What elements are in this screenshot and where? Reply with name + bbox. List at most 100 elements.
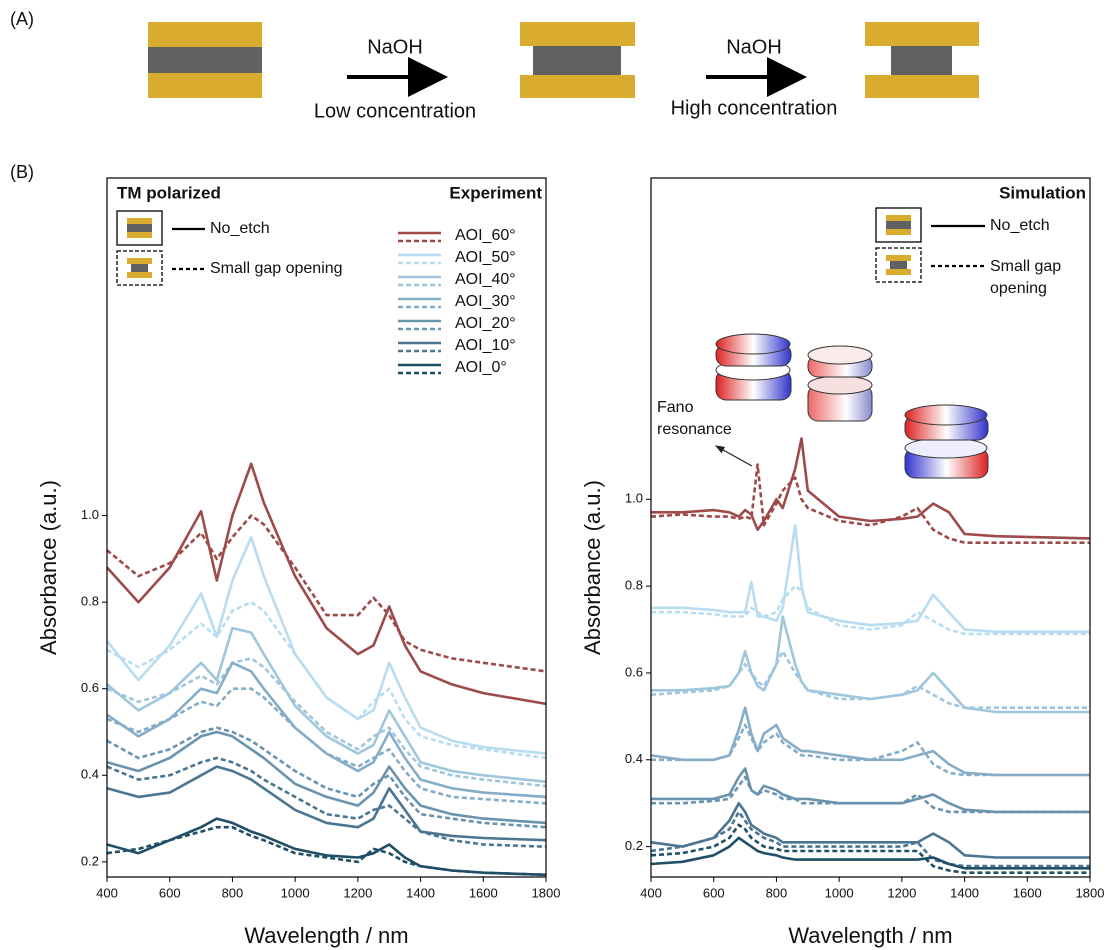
reagent: NaOH bbox=[726, 36, 782, 58]
x-tick-label: 400 bbox=[640, 885, 662, 900]
series-line bbox=[650, 801, 1090, 859]
style-legend-label: No_etch bbox=[210, 220, 270, 237]
chart-subtitle: Simulation bbox=[999, 183, 1086, 202]
series-line bbox=[651, 775, 1090, 814]
x-axis-label: Wavelength / nm bbox=[788, 923, 952, 948]
series-line bbox=[651, 524, 1090, 633]
series-line bbox=[650, 649, 1090, 709]
series-line bbox=[106, 756, 547, 848]
series-line bbox=[651, 584, 1090, 636]
series-line bbox=[106, 661, 547, 799]
x-tick-label: 1400 bbox=[406, 885, 435, 900]
x-tick-label: 1800 bbox=[1076, 885, 1105, 900]
y-tick-label: 0.4 bbox=[81, 767, 99, 782]
legend-gray bbox=[131, 264, 148, 272]
style-legend-icon bbox=[875, 247, 922, 283]
legend-label: AOI_10° bbox=[455, 337, 516, 354]
x-tick-label: 400 bbox=[96, 885, 118, 900]
x-tick-label: 1400 bbox=[950, 885, 979, 900]
structure-icon bbox=[520, 22, 635, 98]
legend-gold bbox=[886, 215, 911, 221]
y-tick-label: 1.0 bbox=[81, 507, 99, 522]
chart-title: TM polarized bbox=[117, 183, 221, 202]
annotation-arrow bbox=[714, 445, 753, 467]
y-axis-label: Absorbance (a.u.) bbox=[580, 480, 605, 655]
series-line bbox=[106, 726, 547, 829]
structure-icon bbox=[148, 22, 262, 98]
x-tick-label: 600 bbox=[159, 885, 181, 900]
x-tick-label: 1200 bbox=[343, 885, 372, 900]
legend-label: AOI_0° bbox=[455, 359, 507, 376]
chart-subtitle: Experiment bbox=[449, 183, 542, 202]
legend-gray bbox=[886, 221, 911, 229]
series-line bbox=[651, 723, 1090, 777]
series-line bbox=[650, 463, 1090, 544]
y-tick-label: 0.4 bbox=[625, 751, 643, 766]
style-legend-label: Small gap opening bbox=[990, 258, 1062, 297]
x-tick-label: 600 bbox=[703, 885, 725, 900]
series-line bbox=[106, 462, 547, 706]
legend-gold bbox=[127, 232, 152, 238]
legend-gold bbox=[886, 255, 911, 261]
legend-gold bbox=[886, 269, 911, 275]
legend-label: AOI_40° bbox=[455, 271, 516, 288]
series-line bbox=[106, 825, 547, 877]
series-line bbox=[650, 823, 1090, 874]
series-line bbox=[106, 600, 547, 760]
legend-label: AOI_30° bbox=[455, 293, 516, 310]
field-map bbox=[715, 333, 792, 401]
y-tick-label: 1.0 bbox=[625, 491, 643, 506]
legend-gold bbox=[127, 272, 152, 278]
x-tick-label: 1000 bbox=[281, 885, 310, 900]
style-legend-icon bbox=[875, 207, 922, 243]
x-tick-label: 1600 bbox=[1013, 885, 1042, 900]
field-map bbox=[807, 345, 873, 422]
reagent: NaOH bbox=[367, 36, 423, 58]
series-line bbox=[106, 657, 547, 788]
condition: Low concentration bbox=[314, 100, 476, 122]
annotation: Fano resonance bbox=[657, 399, 732, 438]
series-line bbox=[106, 765, 547, 842]
panel-label: (A) bbox=[10, 9, 34, 29]
y-tick-label: 0.6 bbox=[625, 664, 643, 679]
series-line bbox=[106, 730, 547, 825]
legend-gold bbox=[127, 258, 152, 264]
style-legend-label: Small gap opening bbox=[210, 260, 343, 277]
legend-gray bbox=[890, 261, 907, 269]
series-line bbox=[651, 437, 1091, 540]
x-tick-label: 800 bbox=[222, 885, 244, 900]
y-tick-label: 0.2 bbox=[625, 838, 643, 853]
field-map bbox=[904, 404, 989, 479]
legend-gray bbox=[127, 224, 152, 232]
legend-label: AOI_50° bbox=[455, 249, 516, 266]
series-line bbox=[106, 687, 547, 805]
y-tick-label: 0.8 bbox=[81, 594, 99, 609]
x-tick-label: 1200 bbox=[887, 885, 916, 900]
style-legend-icon bbox=[116, 210, 163, 246]
x-tick-label: 1600 bbox=[469, 885, 498, 900]
series-line bbox=[106, 626, 547, 784]
series-line bbox=[106, 817, 547, 877]
x-tick-label: 800 bbox=[766, 885, 788, 900]
plot-frame bbox=[650, 177, 1091, 878]
legend-gold bbox=[127, 218, 152, 224]
y-tick-label: 0.2 bbox=[81, 853, 99, 868]
y-tick-label: 0.6 bbox=[81, 680, 99, 695]
style-legend-label: No_etch bbox=[990, 217, 1050, 234]
plot-frame bbox=[106, 177, 547, 878]
panel-label: (B) bbox=[10, 162, 34, 182]
condition: High concentration bbox=[671, 97, 838, 119]
legend-label: AOI_20° bbox=[455, 315, 516, 332]
legend-gold bbox=[886, 229, 911, 235]
style-legend-icon bbox=[116, 250, 163, 286]
legend-label: AOI_60° bbox=[455, 227, 516, 244]
x-tick-label: 1000 bbox=[825, 885, 854, 900]
series-line bbox=[650, 706, 1090, 777]
series-line bbox=[650, 836, 1090, 870]
series-line bbox=[105, 535, 547, 755]
structure-icon bbox=[865, 22, 979, 98]
x-tick-label: 1800 bbox=[532, 885, 561, 900]
x-axis-label: Wavelength / nm bbox=[244, 923, 408, 948]
